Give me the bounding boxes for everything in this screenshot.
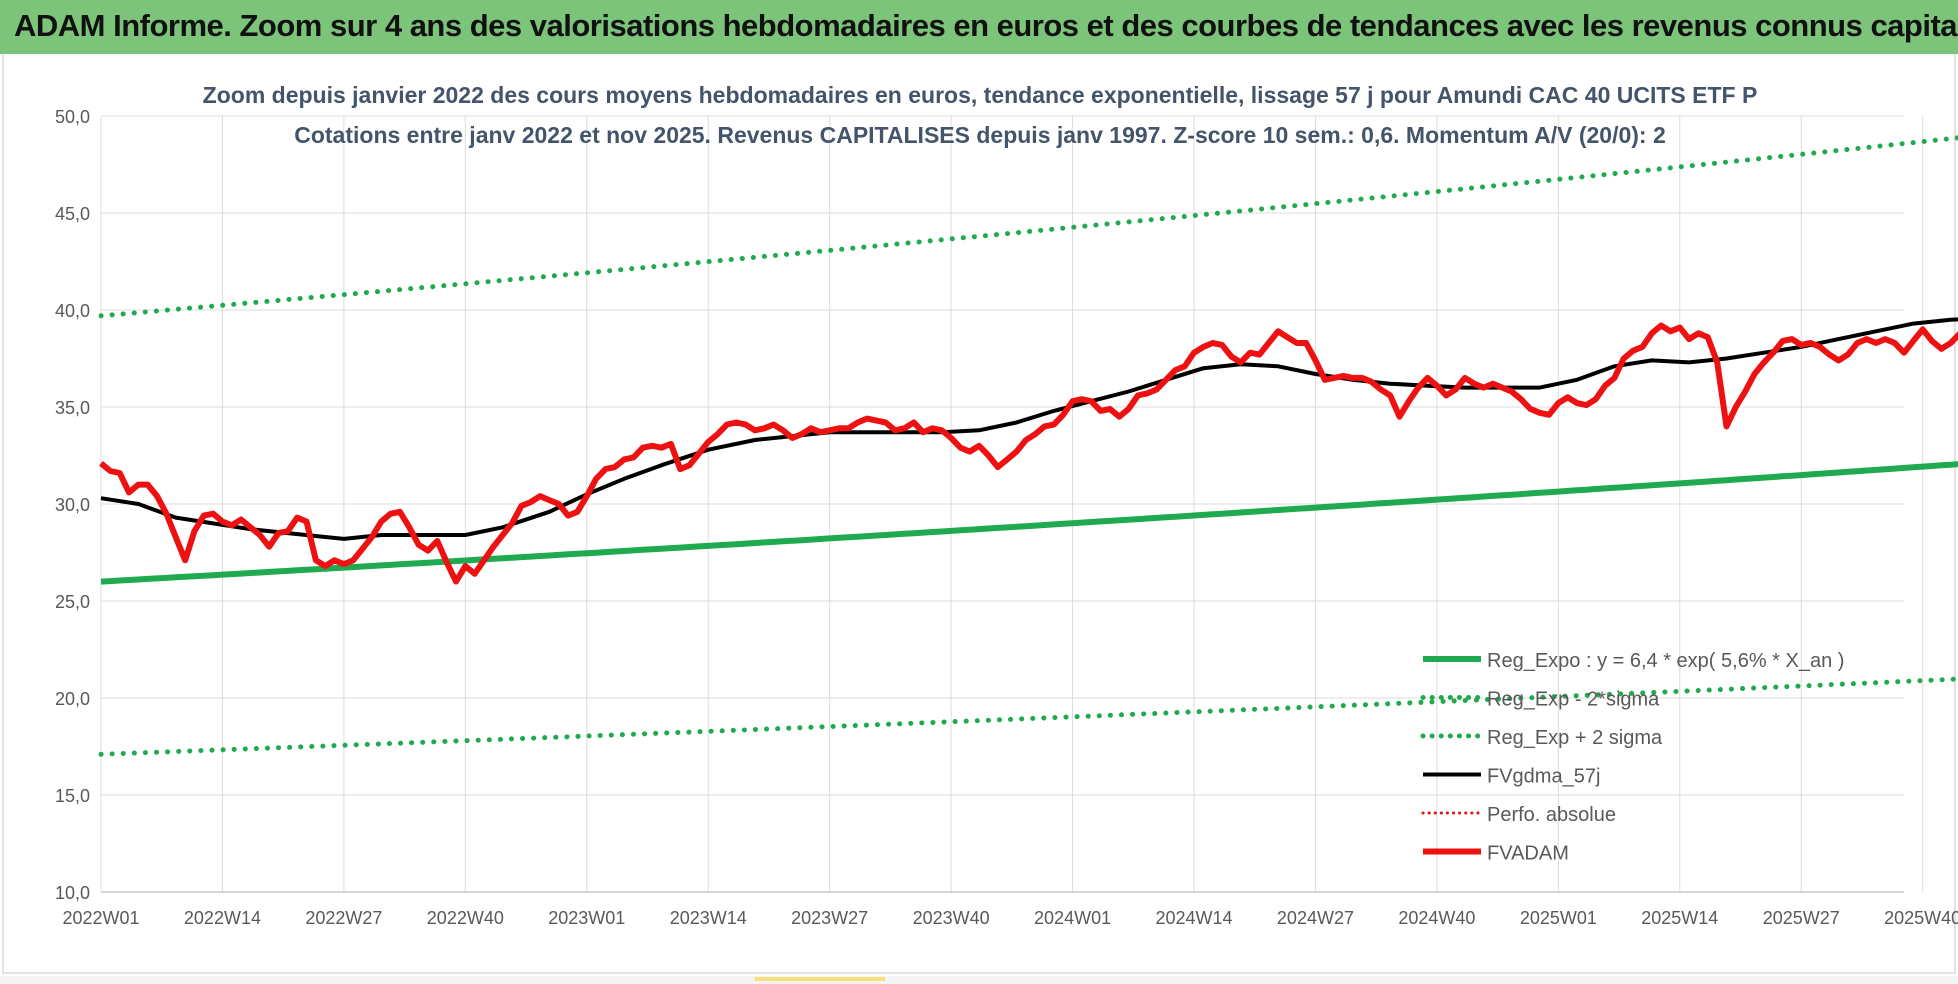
axis-labels: 10,0 15,0 20,0 25,0 30,0 35,0 40,0 45,0 50,0 2022… — [55, 107, 1958, 928]
y-tick-label: 40,0 — [55, 301, 90, 321]
y-tick-label: 45,0 — [55, 204, 90, 224]
legend-label: Reg_Exp - 2*sigma — [1487, 689, 1660, 711]
bottom-strip — [0, 976, 1958, 984]
x-tick-label: 2022W27 — [305, 908, 382, 928]
y-tick-label: 15,0 — [55, 786, 90, 806]
x-tick-label: 2024W01 — [1034, 908, 1111, 928]
x-tick-label: 2023W40 — [913, 908, 990, 928]
y-tick-label: 20,0 — [55, 689, 90, 709]
y-tick-label: 30,0 — [55, 495, 90, 515]
y-tick-label: 25,0 — [55, 592, 90, 612]
chart-frame — [2, 54, 1956, 974]
x-tick-label: 2023W14 — [670, 908, 747, 928]
legend-label: Reg_Expo : y = 6,4 * exp( 5,6% * X_an ) — [1487, 650, 1844, 672]
report-banner: ADAM Informe. Zoom sur 4 ans des valoris… — [0, 0, 1958, 54]
x-tick-label: 2022W01 — [62, 908, 139, 928]
series-line-0 — [100, 461, 1958, 585]
x-tick-label: 2025W40 — [1884, 908, 1958, 928]
sheet-tab-marker — [755, 977, 885, 981]
x-tick-label: 2025W27 — [1763, 908, 1840, 928]
x-tick-label: 2024W27 — [1277, 908, 1354, 928]
x-tick-label: 2023W01 — [548, 908, 625, 928]
y-tick-label: 35,0 — [55, 398, 90, 418]
chart-title-line1: Zoom depuis janvier 2022 des cours moyen… — [203, 82, 1758, 108]
x-tick-label: 2022W40 — [427, 908, 504, 928]
grid-lines — [100, 115, 1924, 893]
x-tick-label: 2024W14 — [1155, 908, 1232, 928]
x-tick-label: 2023W27 — [791, 908, 868, 928]
legend-label: Reg_Exp + 2 sigma — [1487, 727, 1663, 749]
x-tick-label: 2025W14 — [1641, 908, 1718, 928]
y-tick-label: 50,0 — [55, 107, 90, 127]
x-tick-label: 2022W14 — [184, 908, 261, 928]
x-tick-label: 2024W40 — [1398, 908, 1475, 928]
chart-title-line2: Cotations entre janv 2022 et nov 2025. R… — [294, 122, 1666, 148]
series-line-1 — [98, 676, 1958, 757]
legend-label: Perfo. absolue — [1487, 804, 1616, 826]
legend-label: FVADAM — [1487, 843, 1569, 865]
legend-label: FVgdma_57j — [1487, 766, 1600, 788]
x-tick-label: 2025W01 — [1520, 908, 1597, 928]
legend: Reg_Expo : y = 6,4 * exp( 5,6% * X_an ) R… — [1420, 650, 1844, 865]
y-tick-label: 10,0 — [55, 883, 90, 903]
report-title: ADAM Informe. Zoom sur 4 ans des valoris… — [14, 8, 1958, 43]
series-layer — [98, 135, 1958, 757]
series-line-5 — [99, 322, 1958, 585]
